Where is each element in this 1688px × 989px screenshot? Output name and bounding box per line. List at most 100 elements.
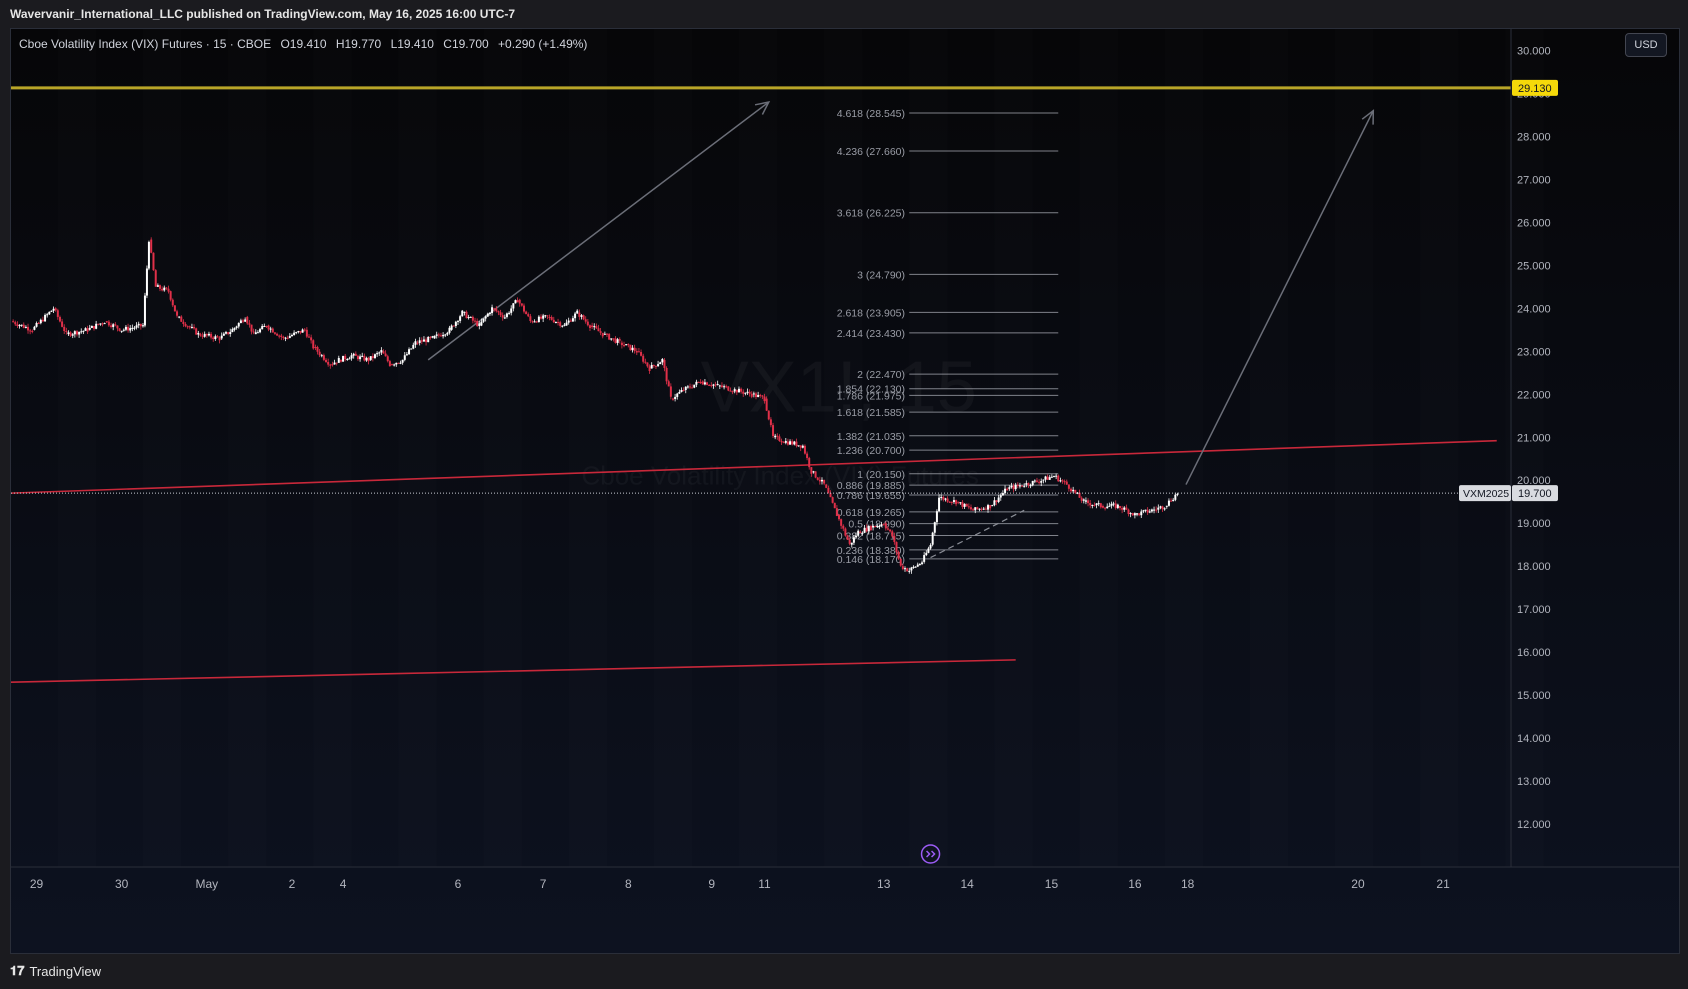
candle-body xyxy=(88,327,91,330)
candle-body xyxy=(972,509,975,511)
candle-body xyxy=(278,335,281,337)
candle-body xyxy=(686,386,689,388)
candle-body xyxy=(925,552,928,556)
candle-body xyxy=(1108,505,1111,507)
price-axis-tick: 14.000 xyxy=(1517,733,1551,745)
chart-pane[interactable]: VX1!, 15Cboe Volatility Index (VIX) Futu… xyxy=(10,28,1680,954)
candle-body xyxy=(840,519,843,526)
candle-body xyxy=(620,342,623,346)
candle-body xyxy=(772,425,775,436)
candle-body xyxy=(24,326,27,328)
candle-body xyxy=(82,330,85,332)
price-axis-tick: 20.000 xyxy=(1517,475,1551,487)
candle-body xyxy=(657,364,660,367)
candle-body xyxy=(674,396,677,399)
candle-body xyxy=(1097,503,1100,505)
candle-body xyxy=(346,359,349,361)
candle-body xyxy=(120,330,123,332)
candle-body xyxy=(816,477,819,480)
candle-body xyxy=(267,325,270,330)
candle-body xyxy=(942,496,945,500)
candle-body xyxy=(35,323,38,327)
candle-body xyxy=(1023,486,1026,488)
candle-body xyxy=(437,334,440,336)
candle-body xyxy=(829,493,832,498)
candle-body xyxy=(776,435,779,437)
candle-body xyxy=(727,386,730,391)
candle-body xyxy=(784,440,787,443)
time-axis-tick: 9 xyxy=(708,877,715,891)
candle-body xyxy=(1116,504,1119,508)
candle-body xyxy=(748,391,751,394)
candle-body xyxy=(188,326,191,328)
level-price-label: 29.130 xyxy=(1518,83,1552,95)
tradingview-logo[interactable]: 𝟏𝟕 TradingView xyxy=(10,963,101,979)
candle-body xyxy=(116,325,119,329)
session-band xyxy=(909,29,947,867)
candle-body xyxy=(118,328,121,331)
candle-body xyxy=(789,441,792,445)
candle-body xyxy=(927,548,930,553)
candle-body xyxy=(552,319,555,323)
candle-body xyxy=(533,321,536,323)
candle-body xyxy=(1101,506,1104,508)
candle-body xyxy=(535,321,538,323)
fib-level-label: 1.382 (21.035) xyxy=(837,431,905,443)
candle-body xyxy=(618,339,621,341)
candle-body xyxy=(678,392,681,394)
candle-body xyxy=(403,355,406,360)
candle-body xyxy=(1012,485,1015,490)
candle-body xyxy=(601,332,604,337)
scroll-to-realtime-icon[interactable] xyxy=(920,844,941,864)
candle-body xyxy=(701,381,704,385)
candle-body xyxy=(165,287,168,289)
session-band xyxy=(1420,29,1458,867)
candle-body xyxy=(510,308,513,313)
publish-info: Wavervanir_International_LLC published o… xyxy=(10,7,516,21)
candle-body xyxy=(212,337,215,340)
candle-body xyxy=(282,337,285,339)
candle-body xyxy=(131,327,134,329)
candle-body xyxy=(952,500,955,503)
candle-body xyxy=(239,320,242,324)
chart-canvas[interactable]: VX1!, 15Cboe Volatility Index (VIX) Futu… xyxy=(11,29,1680,954)
candle-body xyxy=(850,542,853,545)
candle-body xyxy=(565,322,568,326)
candle-body xyxy=(435,334,438,336)
candle-body xyxy=(295,332,298,334)
symbol-legend: Cboe Volatility Index (VIX) Futures · 15… xyxy=(19,37,593,51)
candle-body xyxy=(143,295,146,326)
candle-body xyxy=(252,331,255,333)
candle-body xyxy=(186,326,189,328)
currency-button[interactable]: USD xyxy=(1625,33,1667,57)
candle-body xyxy=(999,495,1002,498)
projection-arrowhead xyxy=(1361,109,1375,125)
candle-body xyxy=(671,398,674,400)
candle-body xyxy=(359,356,362,360)
candle-body xyxy=(512,303,515,309)
candle-body xyxy=(591,325,594,328)
legend-symbol[interactable]: Cboe Volatility Index (VIX) Futures · 15… xyxy=(19,37,272,51)
candle-body xyxy=(904,568,906,570)
candle-body xyxy=(1029,485,1032,487)
candle-body xyxy=(940,496,943,498)
candle-body xyxy=(1070,488,1073,492)
candle-body xyxy=(612,338,615,340)
fib-level-label: 2.414 (23.430) xyxy=(837,328,905,340)
session-band xyxy=(1335,29,1373,867)
candle-body xyxy=(37,323,40,325)
candle-body xyxy=(869,526,872,531)
candle-body xyxy=(889,529,892,532)
candle-body xyxy=(1078,492,1081,498)
time-axis-tick: 29 xyxy=(30,877,44,891)
legend-high: H19.770 xyxy=(335,37,382,51)
candle-body xyxy=(1040,481,1043,483)
candle-body xyxy=(71,334,74,336)
candle-body xyxy=(269,328,272,330)
candle-body xyxy=(1084,500,1087,502)
candle-body xyxy=(178,316,181,318)
candle-body xyxy=(261,326,264,330)
candle-body xyxy=(90,325,93,328)
legend-change: +0.290 (+1.49%) xyxy=(498,37,588,51)
candle-body xyxy=(399,362,402,364)
